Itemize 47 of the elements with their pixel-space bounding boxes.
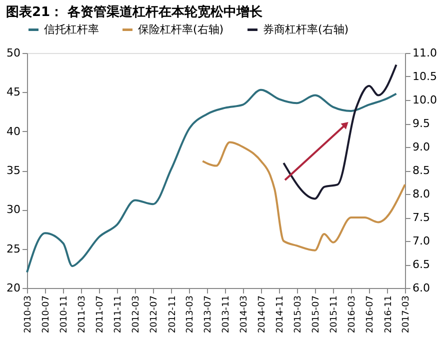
line-series	[282, 64, 398, 200]
y2-tick-label: 7.0	[412, 234, 430, 248]
y-tick-label: 35	[6, 164, 20, 177]
x-tick-label: 2015-11	[330, 296, 340, 334]
y2-tick-label: 9.0	[412, 140, 430, 154]
x-tick-label: 2013-07	[204, 296, 214, 334]
x-tick-label: 2016-11	[384, 296, 394, 334]
chart-title: 图表21： 各资管渠道杠杆在本轮宽松中增长	[6, 4, 264, 20]
x-tick-label: 2015-03	[293, 296, 304, 334]
x-tick-label: 2014-03	[239, 296, 250, 334]
y-tick-label: 30	[6, 203, 20, 216]
y-tick-label: 45	[6, 86, 20, 99]
x-tick-label: 2013-03	[186, 296, 196, 334]
y2-tick-label: 10.0	[412, 94, 437, 106]
y2-tick-label: 8.0	[412, 188, 430, 200]
line-series	[26, 88, 398, 274]
y-tick-label: 20	[6, 282, 20, 294]
line-series	[202, 141, 406, 252]
y2-tick-label: 6.0	[412, 282, 430, 294]
x-tick-label: 2012-03	[132, 296, 142, 334]
legend-label: 信托杠杆率	[44, 22, 99, 36]
y2-tick-label: 10.5	[412, 70, 437, 83]
y2-tick-label: 9.5	[412, 117, 430, 130]
x-tick-label: 2011-03	[77, 296, 88, 334]
legend-label: 券商杠杆率(右轴)	[263, 22, 349, 36]
x-tick-label: 2011-11	[114, 296, 124, 334]
x-tick-label: 2016-03	[348, 296, 358, 334]
y2-tick-label: 11.0	[412, 46, 437, 60]
x-tick-label: 2012-11	[168, 296, 178, 334]
x-tick-label: 2016-07	[366, 296, 376, 334]
y-tick-label: 40	[6, 124, 20, 138]
x-tick-label: 2012-07	[150, 296, 160, 334]
x-tick-label: 2013-11	[222, 296, 232, 334]
x-tick-label: 2010-03	[24, 296, 34, 334]
y-tick-label: 50	[6, 46, 20, 60]
y2-tick-label: 6.5	[412, 258, 430, 271]
x-tick-label: 2010-07	[42, 296, 52, 334]
legend-label: 保险杠杆率(右轴)	[138, 22, 224, 36]
x-tick-label: 2011-07	[95, 296, 106, 334]
y2-tick-label: 8.5	[412, 164, 430, 177]
y-tick-label: 25	[6, 242, 20, 256]
x-tick-label: 2014-07	[258, 296, 268, 334]
x-tick-label: 2014-11	[276, 296, 286, 334]
x-tick-label: 2017-03	[402, 296, 412, 334]
x-tick-label: 2010-11	[60, 296, 70, 334]
y2-tick-label: 7.5	[412, 211, 430, 224]
x-tick-label: 2015-07	[311, 296, 322, 334]
